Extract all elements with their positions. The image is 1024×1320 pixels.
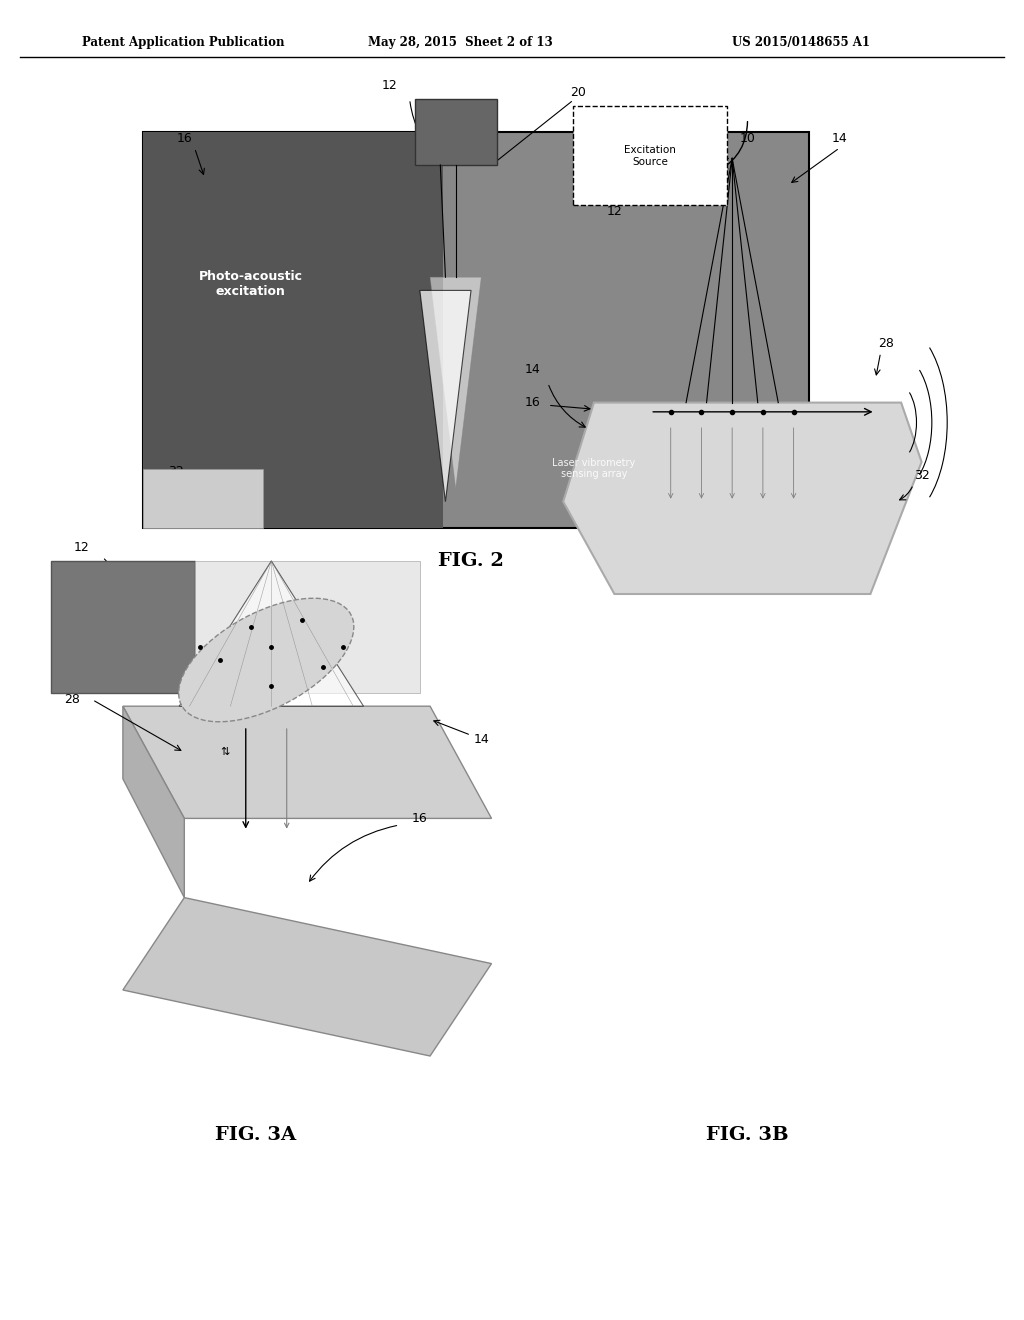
Ellipse shape bbox=[178, 598, 354, 722]
Text: 14: 14 bbox=[524, 363, 541, 376]
Text: 12: 12 bbox=[606, 205, 623, 218]
Text: 32: 32 bbox=[366, 594, 382, 607]
Polygon shape bbox=[123, 706, 492, 818]
Text: Excitation
Source: Excitation Source bbox=[625, 145, 676, 166]
Text: FIG. 2: FIG. 2 bbox=[438, 552, 504, 570]
Text: 14: 14 bbox=[473, 733, 489, 746]
Text: 14: 14 bbox=[831, 132, 848, 145]
Polygon shape bbox=[123, 706, 184, 898]
FancyBboxPatch shape bbox=[143, 132, 809, 528]
Text: 16: 16 bbox=[524, 396, 541, 409]
Text: 32: 32 bbox=[169, 465, 184, 478]
Text: 16: 16 bbox=[412, 812, 428, 825]
Text: 32: 32 bbox=[913, 469, 930, 482]
Text: 28: 28 bbox=[63, 693, 80, 706]
Polygon shape bbox=[563, 403, 922, 594]
Polygon shape bbox=[123, 898, 492, 1056]
Text: 16: 16 bbox=[176, 132, 193, 145]
FancyBboxPatch shape bbox=[415, 99, 497, 165]
FancyBboxPatch shape bbox=[143, 469, 263, 528]
Text: FIG. 3A: FIG. 3A bbox=[215, 1126, 297, 1144]
Text: ⇅: ⇅ bbox=[220, 747, 230, 758]
Text: Patent Application Publication: Patent Application Publication bbox=[82, 36, 285, 49]
Text: US 2015/0148655 A1: US 2015/0148655 A1 bbox=[732, 36, 870, 49]
Text: Laser vibrometry
sensing array: Laser vibrometry sensing array bbox=[552, 458, 636, 479]
FancyBboxPatch shape bbox=[51, 561, 195, 693]
Text: FIG. 3B: FIG. 3B bbox=[707, 1126, 788, 1144]
Text: 10: 10 bbox=[739, 132, 756, 145]
Polygon shape bbox=[179, 561, 364, 706]
Text: 20: 20 bbox=[570, 86, 587, 99]
FancyBboxPatch shape bbox=[573, 106, 727, 205]
Text: May 28, 2015  Sheet 2 of 13: May 28, 2015 Sheet 2 of 13 bbox=[369, 36, 553, 49]
Polygon shape bbox=[420, 290, 471, 502]
Text: Photo-acoustic
excitation: Photo-acoustic excitation bbox=[199, 269, 303, 298]
FancyBboxPatch shape bbox=[143, 132, 443, 528]
Text: 28: 28 bbox=[878, 337, 894, 350]
Text: 12: 12 bbox=[381, 79, 397, 92]
Polygon shape bbox=[430, 277, 481, 488]
FancyBboxPatch shape bbox=[195, 561, 420, 693]
Text: 12: 12 bbox=[74, 541, 90, 554]
